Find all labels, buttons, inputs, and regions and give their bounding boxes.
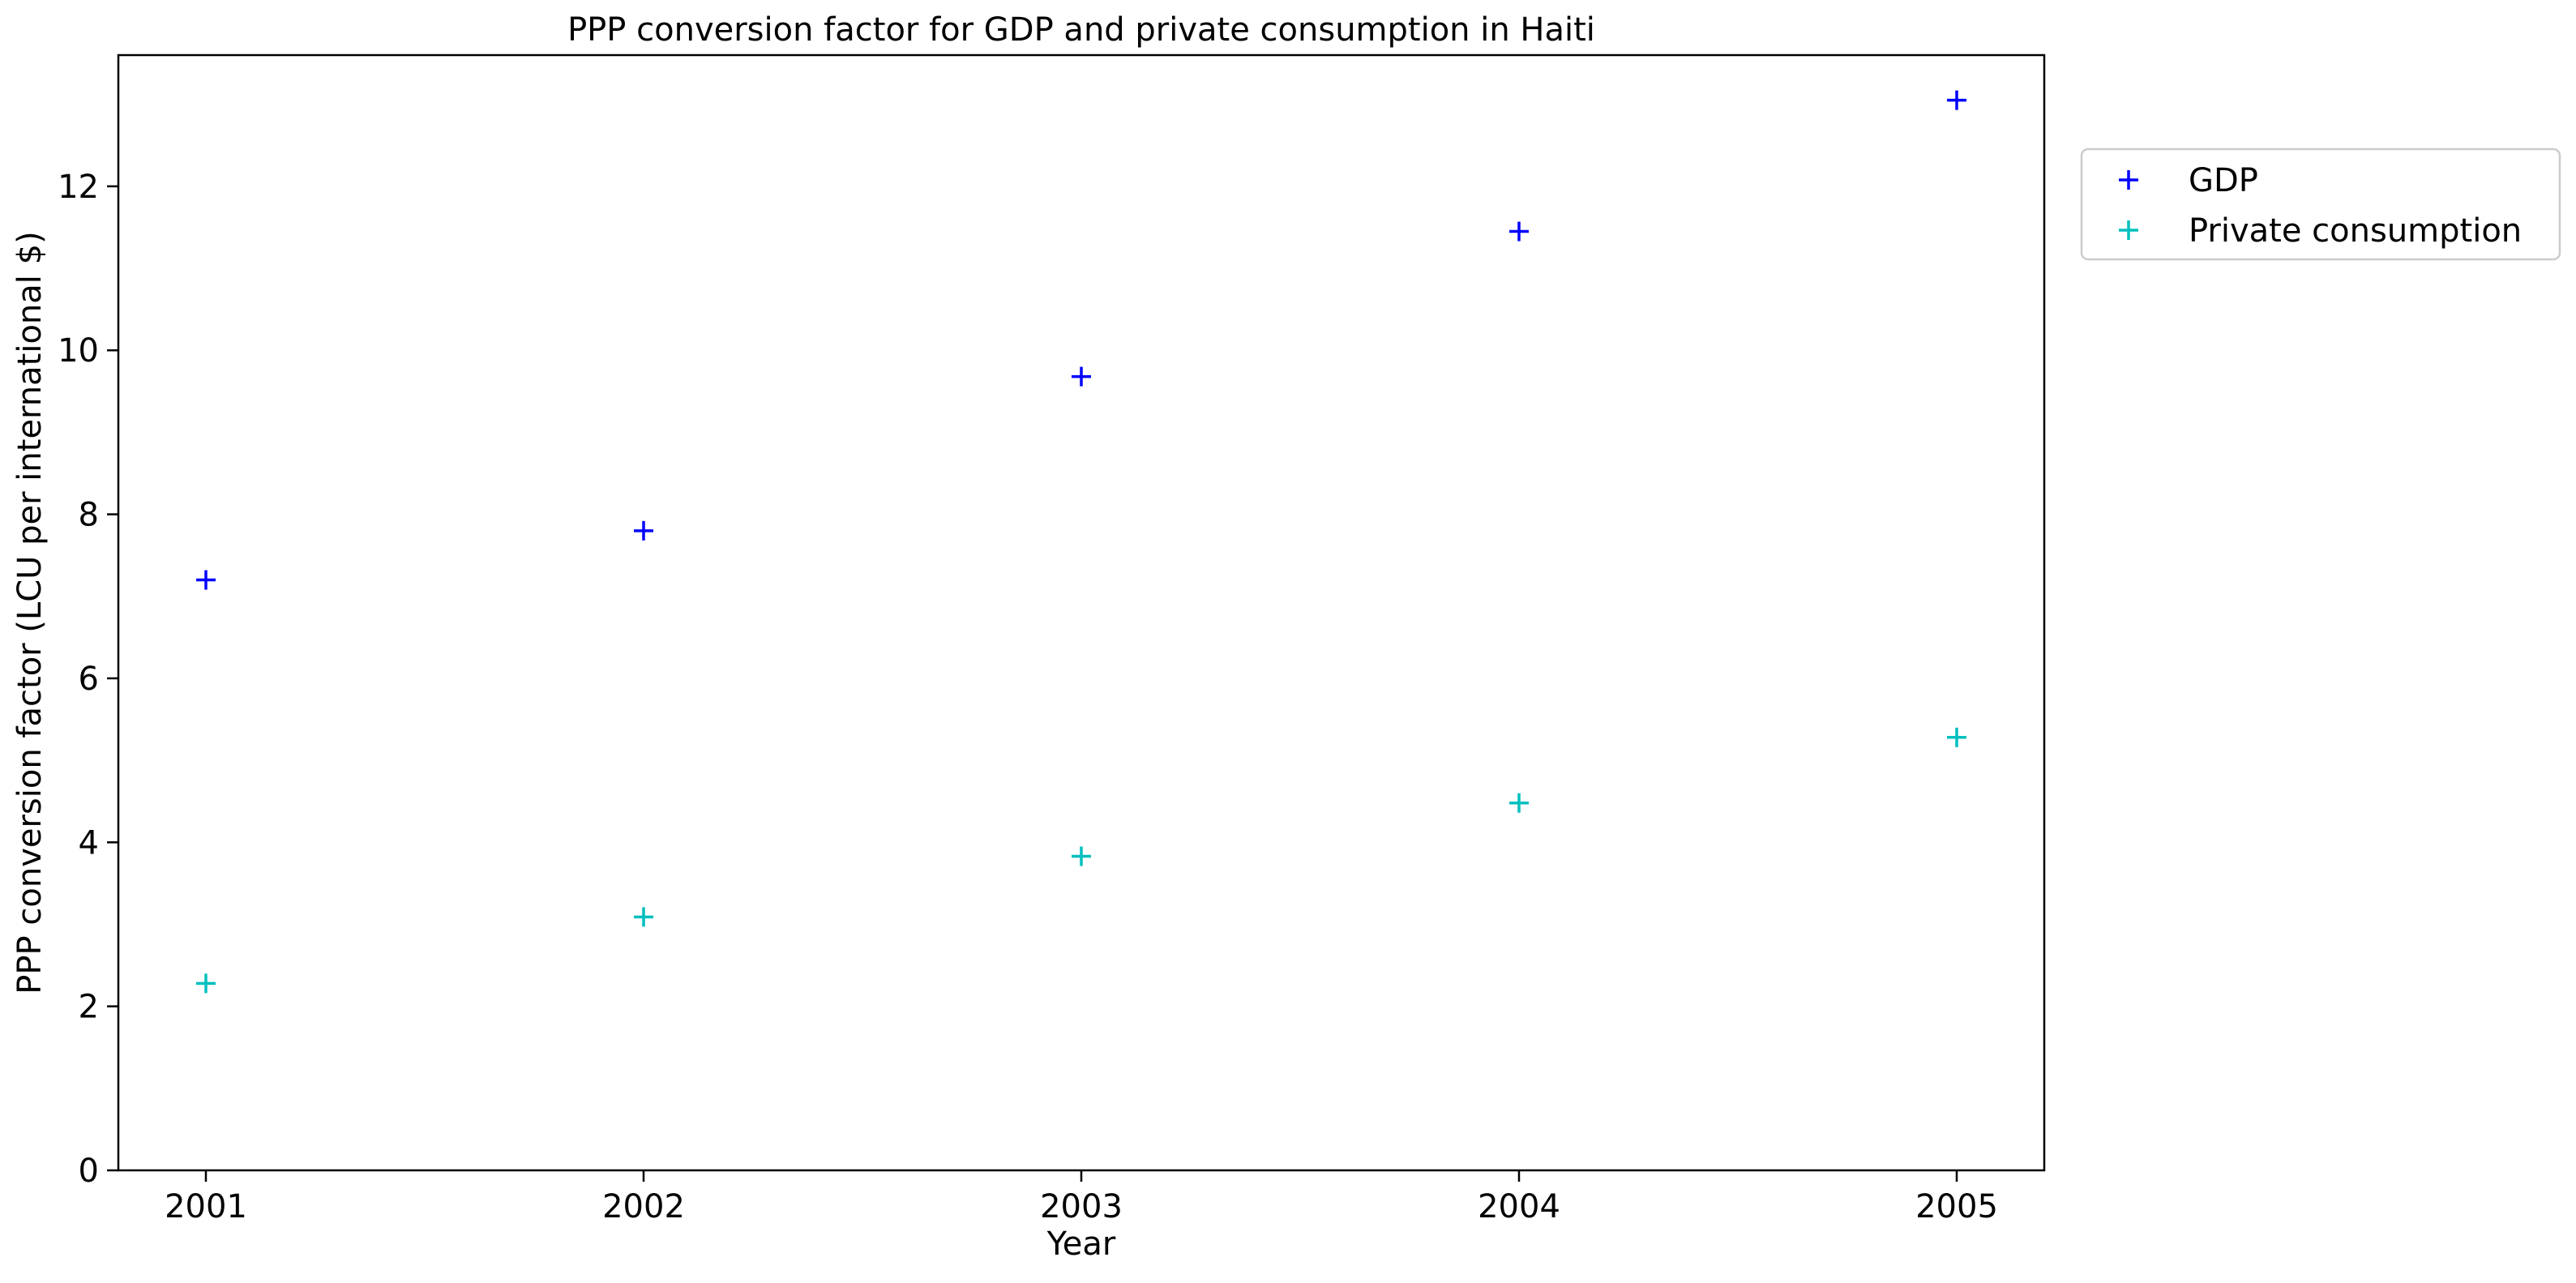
data-point: [196, 973, 216, 994]
y-tick-label: 4: [79, 824, 99, 862]
legend-entry: GDP: [2119, 162, 2258, 199]
y-tick-label: 12: [58, 169, 99, 206]
data-point: [634, 520, 653, 541]
x-axis-ticks: 2001 2002 2003 2004 2005: [165, 1170, 1998, 1225]
data-point: [1947, 90, 1966, 110]
x-tick-label: 2005: [1915, 1188, 1998, 1225]
series-1-markers: [196, 727, 1966, 994]
data-markers: [196, 90, 1966, 994]
data-point: [1072, 846, 1091, 866]
legend-entry: Private consumption: [2119, 212, 2522, 250]
legend-box: [2080, 148, 2561, 261]
legend-marker: [2119, 170, 2138, 190]
legend-label: GDP: [2189, 162, 2258, 199]
chart-title: PPP conversion factor for GDP and privat…: [567, 11, 1595, 49]
y-axis-ticks: 0 2 4 6 8 10 12: [58, 169, 118, 1190]
data-point: [1947, 727, 1966, 747]
y-tick-label: 10: [58, 332, 99, 370]
series-0-markers: [196, 90, 1966, 590]
data-point: [634, 907, 653, 927]
legend-marker: [2119, 220, 2138, 240]
legend-label: Private consumption: [2189, 212, 2522, 250]
y-tick-label: 0: [79, 1153, 99, 1190]
data-point: [1072, 366, 1091, 387]
y-tick-label: 8: [79, 497, 99, 534]
legend-entries: GDP Private consumption: [2119, 162, 2522, 250]
x-tick-label: 2001: [165, 1188, 247, 1225]
data-point: [196, 570, 216, 590]
y-axis-label: PPP conversion factor (LCU per internati…: [11, 231, 49, 994]
x-tick-label: 2004: [1478, 1188, 1560, 1225]
data-point: [1509, 221, 1529, 242]
x-tick-label: 2002: [602, 1188, 685, 1225]
legend: GDP Private consumption: [2080, 148, 2561, 261]
y-tick-label: 6: [79, 661, 99, 698]
x-tick-label: 2003: [1040, 1188, 1123, 1225]
data-point: [1509, 793, 1529, 813]
x-axis-label: Year: [1046, 1225, 1116, 1263]
y-tick-label: 2: [79, 989, 99, 1026]
